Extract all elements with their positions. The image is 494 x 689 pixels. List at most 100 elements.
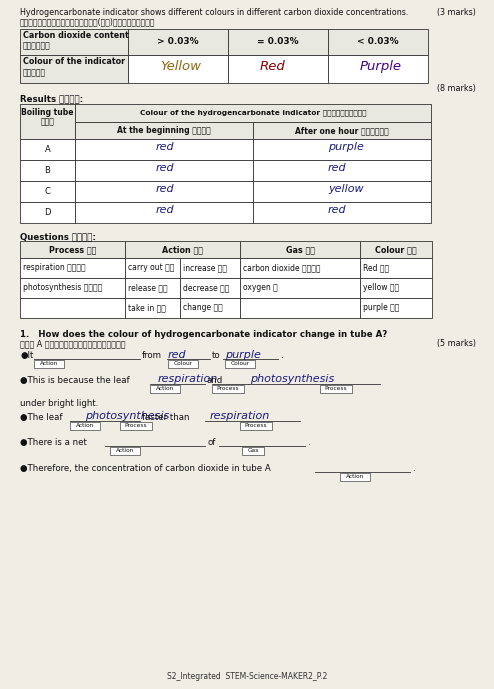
Text: Action: Action [40, 361, 58, 366]
Text: Questions 延伸問題:: Questions 延伸問題: [20, 232, 96, 241]
Bar [125, 298, 180, 318]
Text: .: . [307, 438, 310, 447]
Bar [320, 385, 352, 393]
Bar [34, 360, 64, 368]
Text: 1.   How does the colour of hydrogencarbonate indicator change in tube A?: 1. How does the colour of hydrogencarbon… [20, 330, 387, 339]
Bar [360, 258, 432, 278]
Text: carry out 進行: carry out 進行 [128, 263, 174, 273]
Bar [20, 160, 75, 181]
Text: Process: Process [217, 386, 239, 391]
Bar [180, 258, 240, 278]
Bar [75, 181, 253, 202]
Text: Process: Process [124, 423, 147, 428]
Text: (3 marks): (3 marks) [437, 8, 476, 17]
Bar [225, 360, 255, 368]
Text: red: red [156, 184, 174, 194]
Text: ●Therefore, the concentration of carbon dioxide in tube A: ●Therefore, the concentration of carbon … [20, 464, 271, 473]
Bar [242, 447, 264, 455]
Text: After one hour 一個小時以後: After one hour 一個小時以後 [295, 126, 389, 135]
Text: Process: Process [245, 423, 267, 428]
Text: respiration 呼吸作用: respiration 呼吸作用 [23, 263, 85, 273]
Text: Colour 顏色: Colour 顏色 [375, 245, 417, 254]
Text: 指示劑顏色: 指示劑顏色 [23, 68, 46, 77]
Bar [253, 202, 431, 223]
Bar [75, 139, 253, 160]
Text: At the beginning 實驗開始: At the beginning 實驗開始 [117, 126, 211, 135]
Text: red: red [156, 163, 174, 173]
Bar [253, 181, 431, 202]
Text: > 0.03%: > 0.03% [157, 37, 199, 46]
Bar [20, 202, 75, 223]
Bar [120, 422, 152, 430]
Text: Carbon dioxide content: Carbon dioxide content [23, 31, 129, 40]
Text: Colour of the indicator: Colour of the indicator [23, 57, 125, 66]
Bar [328, 55, 428, 83]
Bar [128, 29, 228, 55]
Bar [20, 55, 128, 83]
Text: decrease 減少: decrease 減少 [183, 283, 229, 293]
Text: yellow 黃色: yellow 黃色 [363, 283, 399, 293]
Bar [20, 29, 128, 55]
Text: (5 marks): (5 marks) [437, 339, 476, 348]
Bar [75, 160, 253, 181]
Text: photosynthesis 光合作用: photosynthesis 光合作用 [23, 283, 102, 293]
Bar [125, 258, 180, 278]
Bar [180, 278, 240, 298]
Bar [240, 241, 360, 258]
Text: Action: Action [76, 423, 94, 428]
Text: Action: Action [116, 448, 134, 453]
Text: red: red [328, 163, 347, 173]
Bar [125, 241, 240, 258]
Bar [253, 160, 431, 181]
Text: ●It: ●It [20, 351, 34, 360]
Text: Boiling tube: Boiling tube [21, 108, 74, 117]
Text: < 0.03%: < 0.03% [357, 37, 399, 46]
Text: under bright light.: under bright light. [20, 399, 98, 408]
Text: carbon dioxide 二氧化碳: carbon dioxide 二氧化碳 [243, 263, 321, 273]
Bar [128, 55, 228, 83]
Text: increase 增加: increase 增加 [183, 263, 227, 273]
Text: red: red [168, 350, 187, 360]
Bar [20, 241, 125, 258]
Text: Action: Action [346, 474, 364, 479]
Bar [240, 422, 272, 430]
Text: Red: Red [260, 60, 286, 73]
Bar [360, 298, 432, 318]
Bar [228, 29, 328, 55]
Text: Colour of the hydrogencarbonate indicator 碳酸氯盐指示劑的顏色: Colour of the hydrogencarbonate indicato… [140, 110, 366, 116]
Bar [20, 181, 75, 202]
Text: from: from [142, 351, 162, 360]
Text: Yellow: Yellow [160, 60, 201, 73]
Text: .: . [280, 351, 283, 360]
Text: respiration: respiration [210, 411, 270, 421]
Bar [240, 298, 360, 318]
Bar [240, 278, 360, 298]
Bar [228, 55, 328, 83]
Bar [75, 104, 431, 122]
Text: respiration: respiration [158, 374, 218, 384]
Bar [110, 447, 140, 455]
Bar [75, 202, 253, 223]
Bar [328, 29, 428, 55]
Text: photosynthesis: photosynthesis [85, 411, 169, 421]
Text: 碳酸氯盐指示劑在不同的二氧化碳含量(濃度)下顯示不同的顏色。: 碳酸氯盐指示劑在不同的二氧化碳含量(濃度)下顯示不同的顏色。 [20, 17, 156, 26]
Bar [20, 298, 125, 318]
Text: (8 marks): (8 marks) [437, 84, 476, 93]
Text: ●This is because the leaf: ●This is because the leaf [20, 376, 129, 385]
Text: take in 吸收: take in 吸收 [128, 303, 166, 313]
Text: release 釋放: release 釋放 [128, 283, 167, 293]
Bar [340, 473, 370, 481]
Bar [253, 122, 431, 139]
Text: D: D [44, 208, 51, 217]
Bar [253, 139, 431, 160]
Bar [180, 298, 240, 318]
Text: Hydrogencarbonate indicator shows different colours in different carbon dioxide : Hydrogencarbonate indicator shows differ… [20, 8, 409, 17]
Text: C: C [44, 187, 50, 196]
Text: purple: purple [225, 350, 261, 360]
Bar [212, 385, 244, 393]
Text: 二氧化碳含量: 二氧化碳含量 [23, 41, 51, 50]
Bar [20, 139, 75, 160]
Bar [70, 422, 100, 430]
Bar [150, 385, 180, 393]
Text: Colour: Colour [173, 361, 193, 366]
